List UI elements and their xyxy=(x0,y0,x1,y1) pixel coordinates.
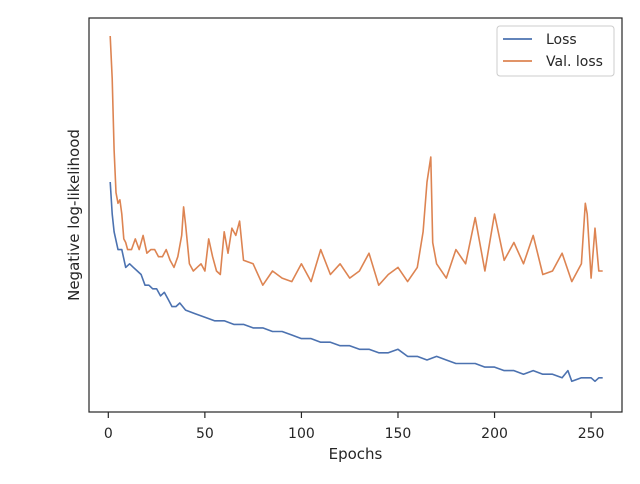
x-axis-label: Epochs xyxy=(329,445,383,463)
legend: Loss Val. loss xyxy=(496,25,615,77)
x-axis: 0 50 100 150 200 250 xyxy=(104,412,605,442)
plot-frame xyxy=(88,17,623,413)
x-tick-label: 50 xyxy=(196,426,214,442)
series-line-val-loss xyxy=(109,35,603,287)
legend-label-val-loss: Val. loss xyxy=(546,54,603,70)
x-tick-label: 100 xyxy=(288,426,315,442)
x-tick-label: 200 xyxy=(481,426,508,442)
x-tick-label: 250 xyxy=(578,426,605,442)
series-line-loss xyxy=(109,181,603,383)
x-tick-label: 150 xyxy=(385,426,412,442)
y-axis-label: Negative log-likelihood xyxy=(65,129,83,301)
x-tick-label: 0 xyxy=(104,426,113,442)
series-layer xyxy=(109,35,603,383)
legend-label-loss: Loss xyxy=(546,32,577,48)
